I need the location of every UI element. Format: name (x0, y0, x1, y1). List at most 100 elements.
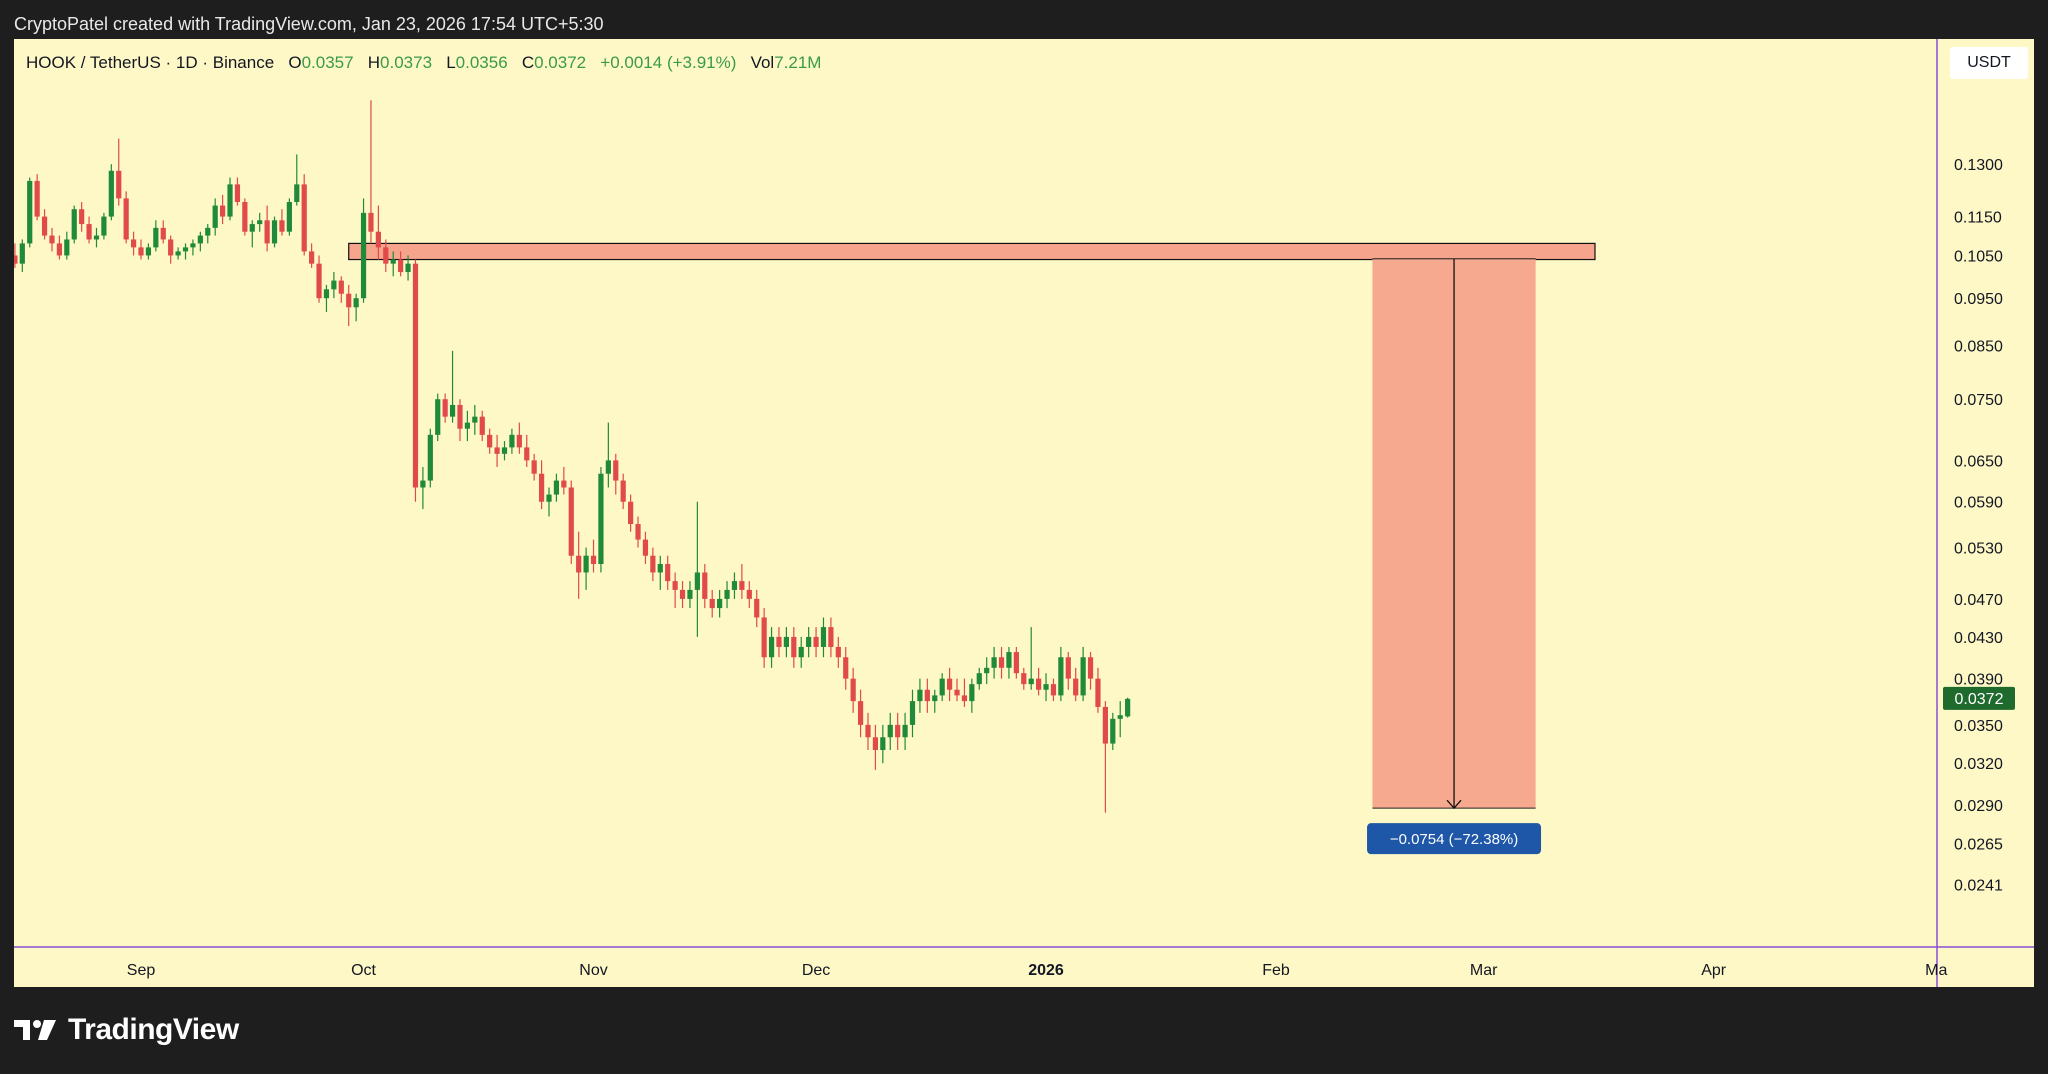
candle (724, 581, 730, 609)
candle (746, 581, 752, 609)
candle-body (991, 657, 997, 668)
candle (731, 572, 738, 599)
candle (309, 243, 315, 268)
candle (1043, 673, 1049, 702)
currency-unit-button[interactable]: USDT (1950, 47, 2028, 79)
candle-body (79, 209, 85, 225)
candle-body (843, 657, 849, 679)
candle (628, 494, 634, 532)
candle (553, 473, 560, 502)
candle-body (1125, 698, 1131, 717)
candle (1110, 712, 1116, 751)
candle-body (479, 416, 485, 435)
price-chart[interactable]: −0.0754 (−72.38%) 0.1300 0.1150 0.1050 0.09… (14, 39, 2034, 987)
y-tick-label: 0.1300 (1954, 157, 2003, 174)
candle-body (806, 636, 812, 647)
chart-frame[interactable]: −0.0754 (−72.38%) 0.1300 0.1150 0.1050 0.09… (14, 39, 2034, 987)
candle-body (909, 701, 916, 725)
candle (116, 138, 122, 206)
candle (257, 212, 263, 232)
measure-arrow-head-icon (1446, 799, 1462, 810)
candle (71, 205, 77, 244)
candle-body (205, 227, 211, 236)
candle (79, 201, 85, 232)
candle (464, 410, 471, 442)
candle (479, 410, 485, 442)
candle (538, 460, 545, 510)
candle-body (368, 212, 374, 232)
x-tick-label: Oct (351, 962, 376, 979)
candle (546, 487, 552, 517)
candle (880, 724, 886, 764)
candle (227, 177, 233, 221)
y-tick-label: 0.0430 (1954, 630, 2003, 647)
candle-body (316, 263, 322, 299)
open-label: O (288, 53, 302, 72)
candle (976, 667, 982, 690)
candle (405, 255, 411, 281)
candle-body (984, 667, 990, 674)
candle (190, 239, 196, 256)
candle-body (568, 487, 574, 556)
brand-name: TradingView (68, 1013, 239, 1046)
candle (939, 673, 945, 702)
candle (717, 589, 723, 618)
candle-body (108, 170, 114, 217)
candle (86, 216, 92, 244)
candle-body (1080, 657, 1086, 696)
candle (1125, 697, 1131, 718)
high-label: H (367, 53, 381, 72)
change-value: +0.0014 (+3.91%) (600, 53, 737, 72)
candle (1065, 652, 1071, 690)
candle-body (969, 684, 975, 702)
open-value: 0.0357 (301, 53, 354, 72)
candle-body (86, 224, 92, 240)
candle-body (509, 434, 515, 448)
candle-body (642, 539, 649, 556)
candle-body (1050, 684, 1057, 696)
candle-body (101, 216, 107, 236)
candle (360, 198, 367, 303)
candle-body (168, 239, 174, 256)
candle-body (1065, 657, 1071, 679)
candle-body (583, 555, 589, 573)
candle (153, 220, 159, 252)
candle (286, 198, 292, 236)
candle-body (501, 447, 508, 454)
candle (427, 428, 433, 488)
candle-body (872, 737, 879, 751)
candle (1058, 646, 1064, 702)
candle-body (783, 636, 789, 647)
candle-body (820, 627, 827, 647)
candle (820, 617, 827, 658)
candle-body (524, 447, 530, 461)
resistance-zone[interactable] (348, 242, 1596, 261)
candle (694, 501, 700, 637)
candle (383, 239, 389, 273)
candle-body (998, 657, 1005, 668)
candle (472, 404, 478, 435)
candle-body (895, 724, 901, 738)
candle (27, 177, 33, 248)
candle-body (71, 209, 77, 240)
candle (346, 284, 352, 327)
candle-body (227, 184, 233, 217)
candle (123, 191, 129, 244)
y-tick-label: 0.0470 (1954, 592, 2003, 609)
candle-body (153, 227, 159, 248)
candle (924, 678, 930, 713)
candle (19, 239, 25, 273)
candle (516, 422, 522, 454)
candle (576, 531, 582, 599)
candle-body (1058, 657, 1064, 696)
candle (754, 589, 760, 628)
candle-body (887, 724, 893, 738)
candle (294, 154, 300, 206)
candle-body (850, 678, 856, 702)
candle-body (257, 220, 263, 225)
candle (220, 194, 226, 225)
candle (457, 399, 463, 442)
candle-body (665, 564, 671, 582)
x-tick-label: Apr (1701, 962, 1727, 979)
candle-body (49, 235, 55, 244)
